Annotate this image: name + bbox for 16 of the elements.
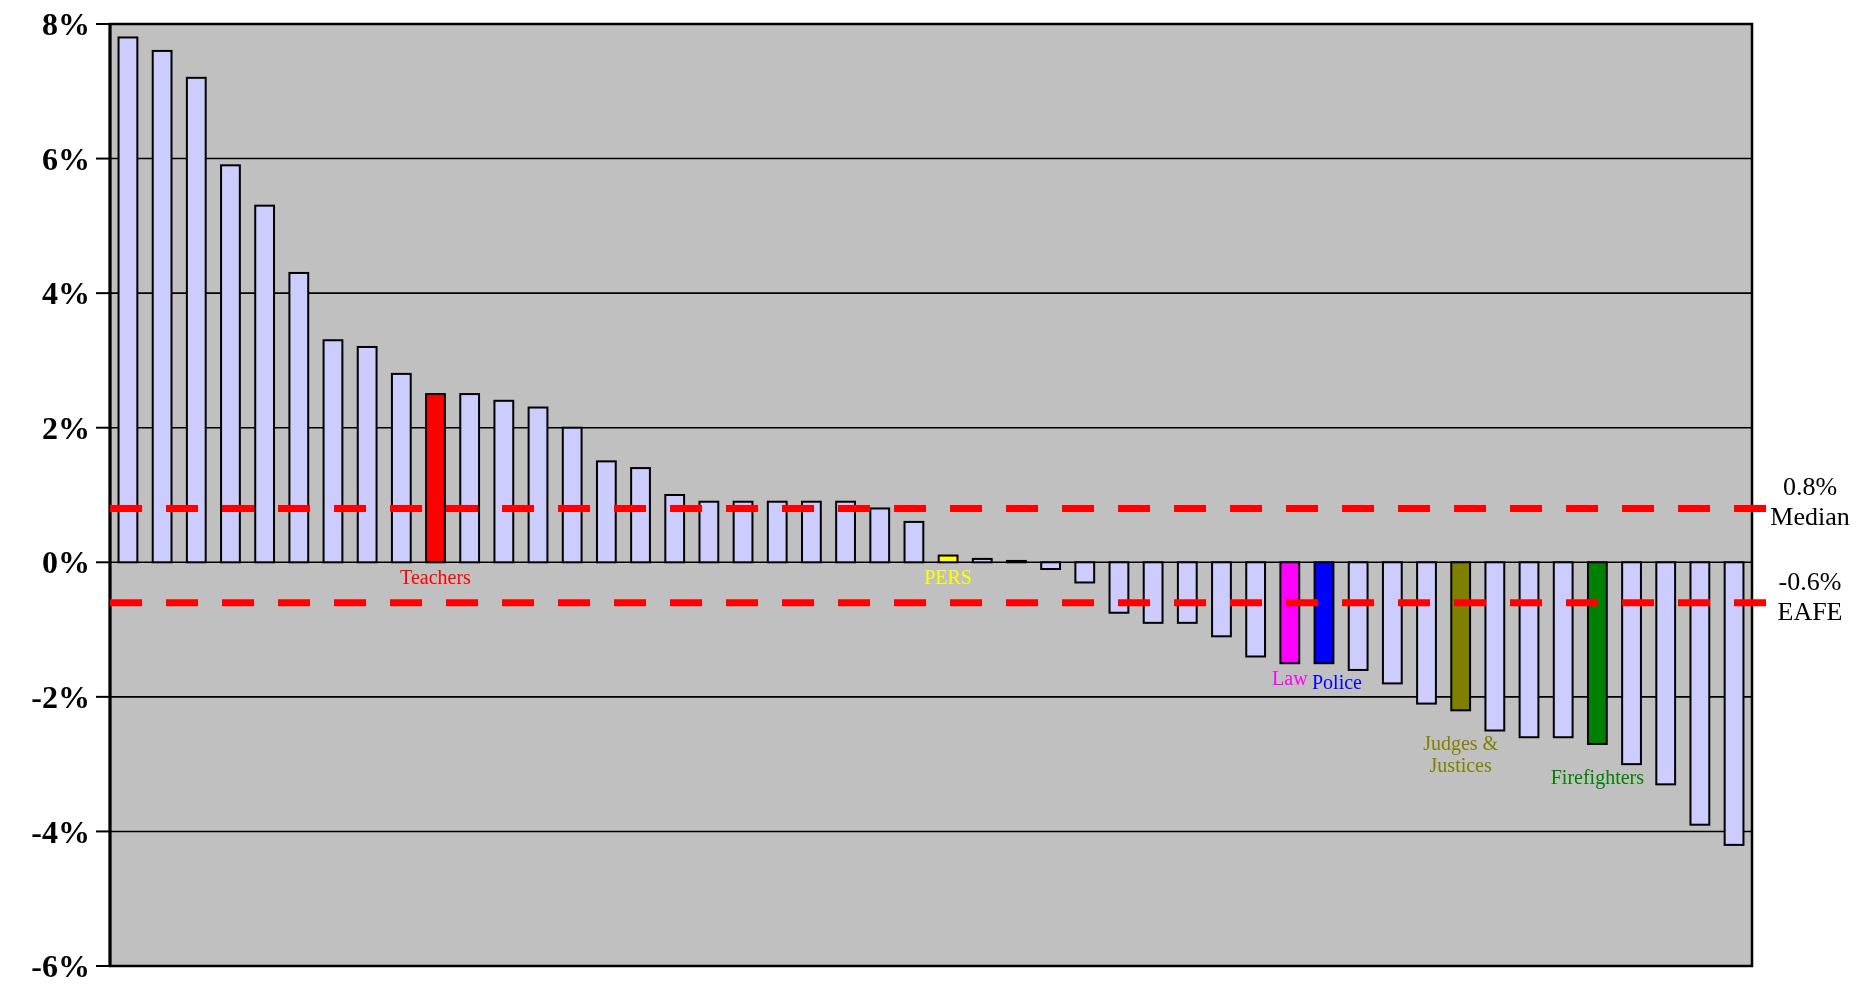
- y-tick-label: 6%: [42, 140, 90, 177]
- ref-line-label: 0.8% Median: [1770, 472, 1850, 532]
- y-tick-label: -2%: [31, 679, 90, 716]
- y-tick-label: 2%: [42, 409, 90, 446]
- y-tick-label: 4%: [42, 275, 90, 312]
- x-tick-label: Law: [1272, 667, 1309, 690]
- y-tick-label: -4%: [31, 813, 90, 850]
- x-tick-label: Judges & Justices: [1423, 732, 1499, 777]
- y-tick-label: -6%: [31, 948, 90, 985]
- y-tick-label: 8%: [42, 6, 90, 43]
- x-tick-label: PERS: [924, 566, 972, 589]
- y-tick-label: 0%: [42, 544, 90, 581]
- ref-line-label: -0.6% EAFE: [1777, 566, 1843, 626]
- x-tick-label: Teachers: [400, 566, 472, 589]
- x-tick-label: Police: [1311, 671, 1363, 694]
- x-tick-label: Firefighters: [1550, 765, 1645, 789]
